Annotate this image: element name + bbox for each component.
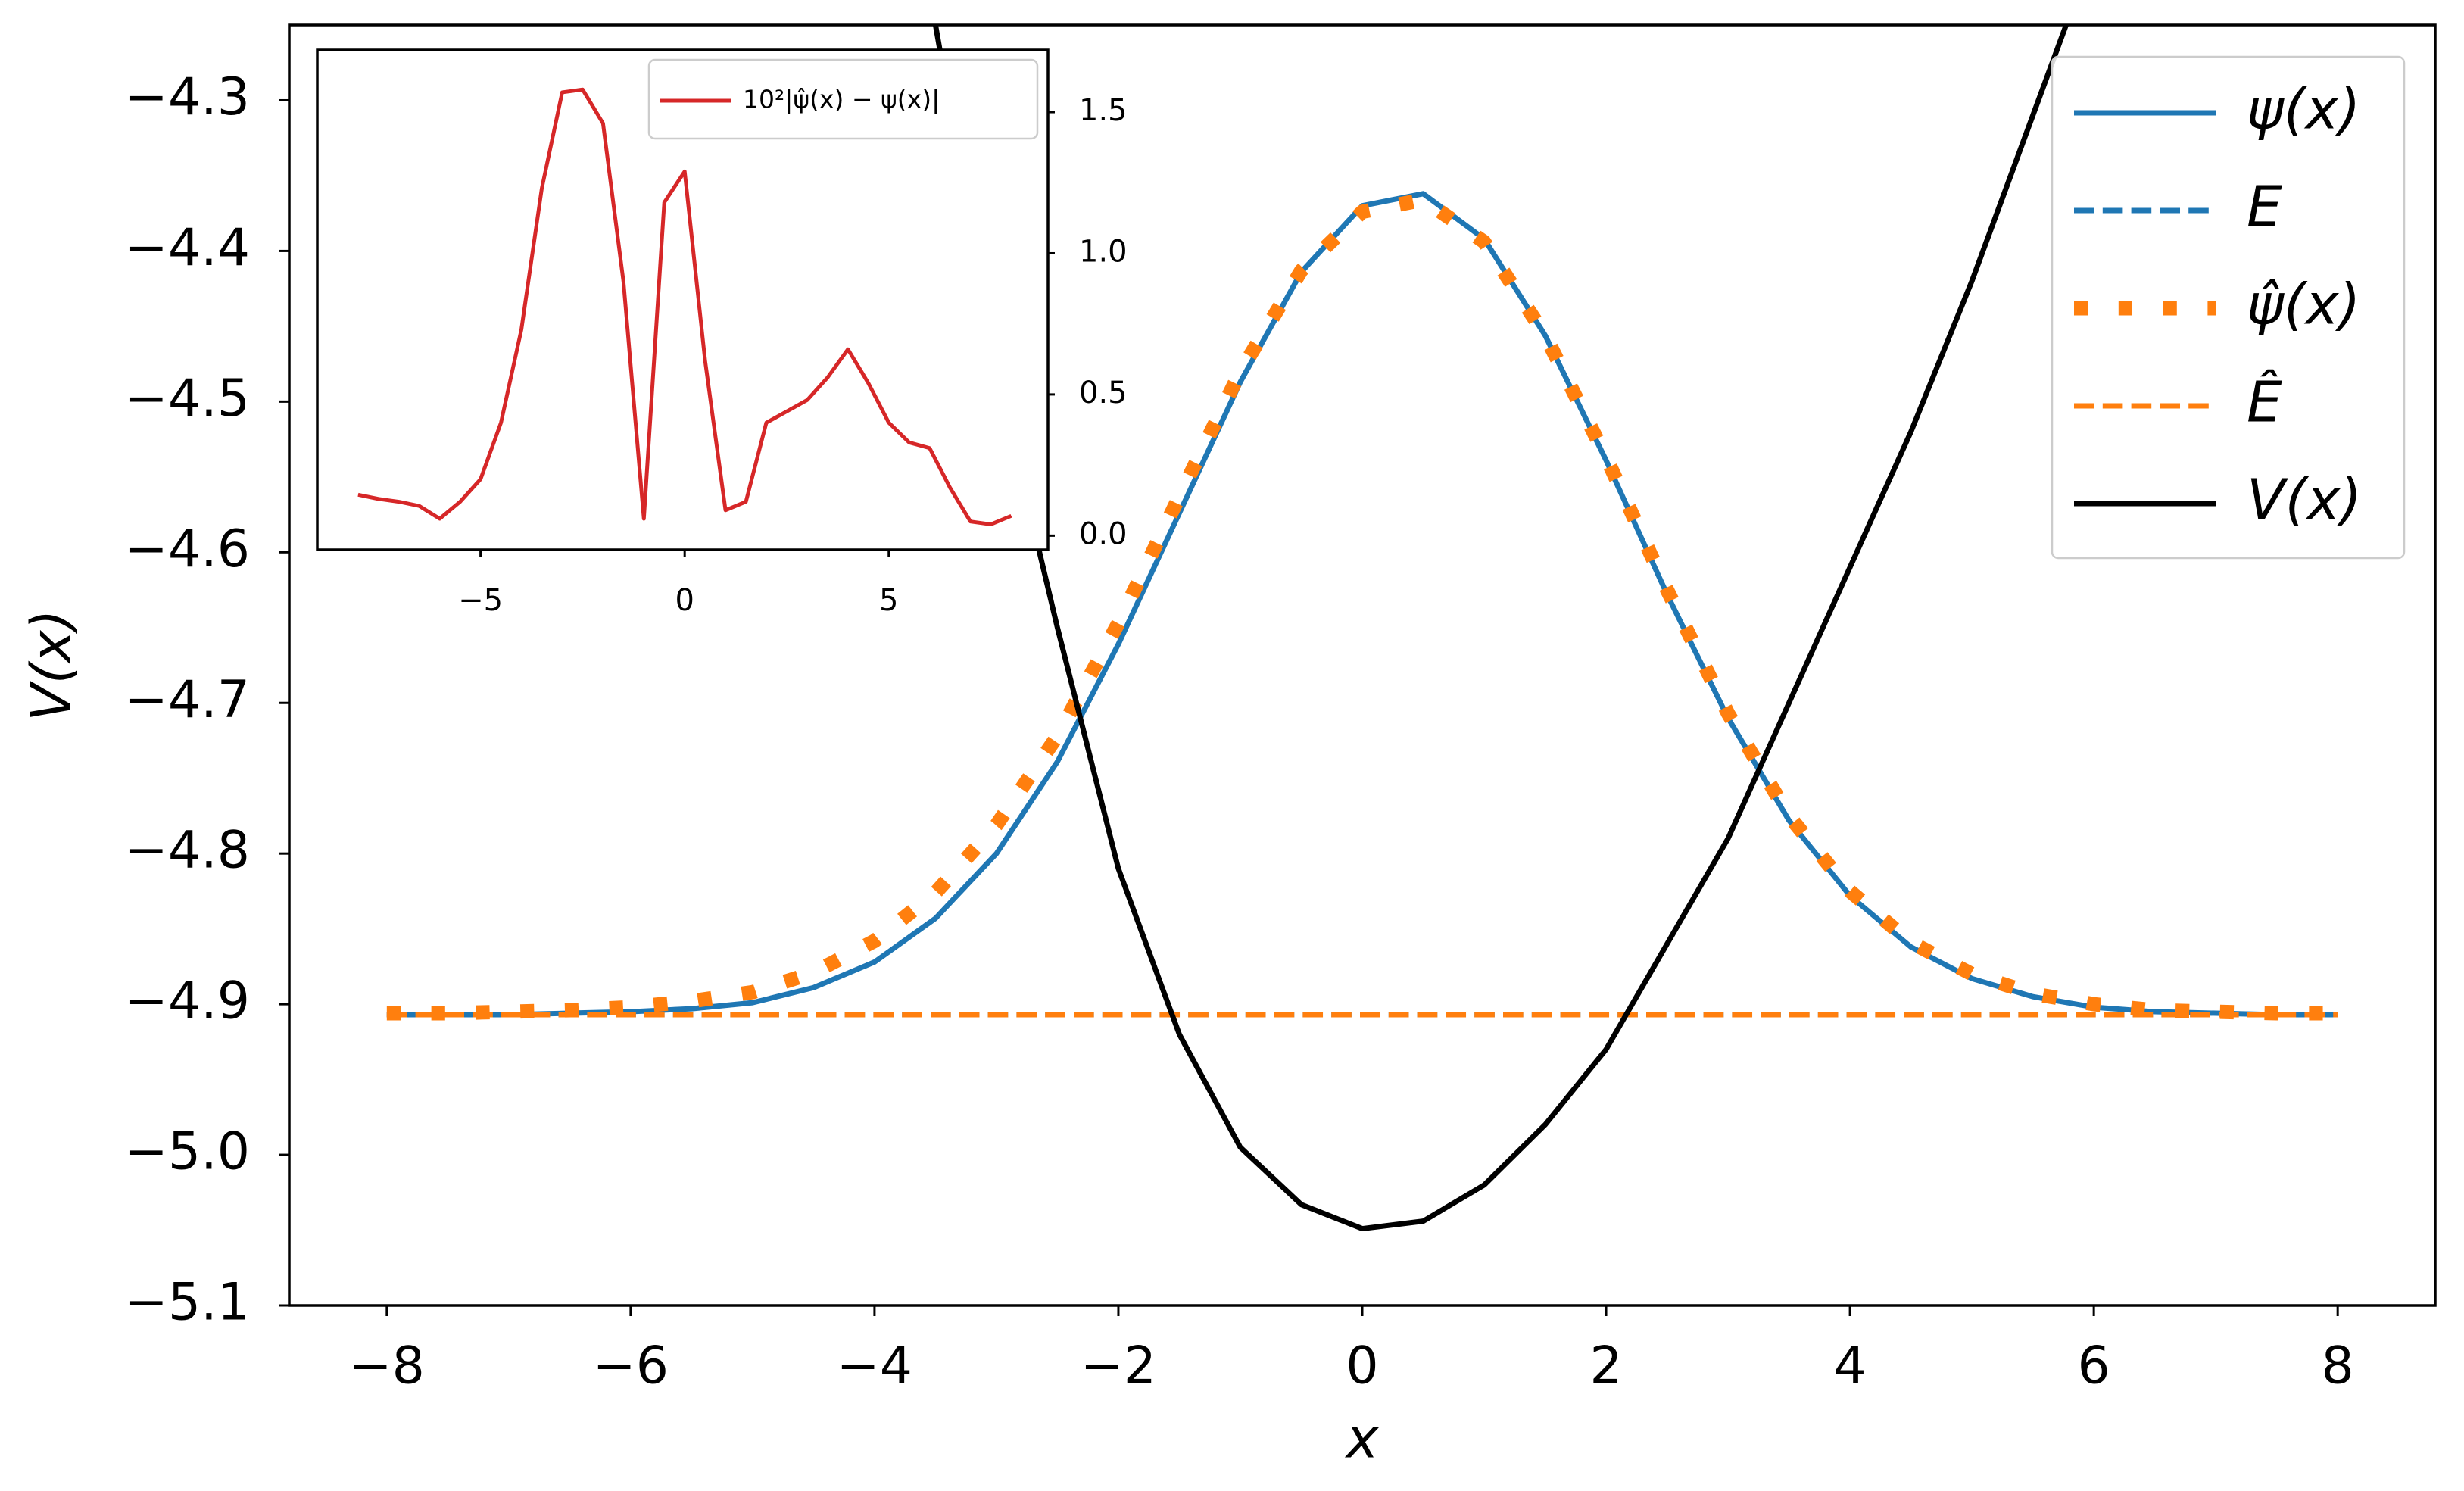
legend-box	[647, 58, 1039, 140]
x-tick-label: −4	[837, 1337, 912, 1396]
x-tick-label: −8	[349, 1337, 425, 1396]
legend-label: 10²|ψ̂(x) − ψ(x)|	[743, 85, 940, 114]
x-tick-label: −5	[458, 583, 503, 618]
y-tick-label: −4.9	[125, 972, 250, 1031]
x-tick-label: 5	[879, 583, 898, 618]
y-tick-label: −4.8	[125, 821, 250, 881]
legend-label: Ê	[2247, 369, 2282, 435]
x-tick-label: −6	[593, 1337, 669, 1396]
x-tick-label: 4	[1833, 1337, 1866, 1396]
x-tick-label: 8	[2322, 1337, 2354, 1396]
x-tick-label: 6	[2078, 1337, 2110, 1396]
y-tick-label: −4.7	[125, 670, 250, 730]
y-tick-label: −4.4	[125, 218, 250, 278]
series-line	[932, 25, 2069, 1232]
axes-frame	[316, 48, 1050, 551]
y-tick-label: 1.0	[1079, 234, 1128, 269]
y-axis-label: V(x)	[20, 609, 83, 721]
y-tick-label: 0.5	[1079, 376, 1128, 410]
x-tick-label: 0	[675, 583, 694, 618]
legend-label: E	[2247, 175, 2282, 240]
y-tick-label: 1.5	[1079, 93, 1128, 128]
series-group	[386, 25, 2338, 1232]
y-tick-label: −5.0	[125, 1122, 250, 1182]
series-line	[386, 192, 2338, 1021]
y-tick-label: 0.0	[1079, 516, 1128, 551]
legend-label: ψ(x)	[2247, 77, 2360, 142]
series-line	[357, 87, 1012, 526]
x-axis-label: x	[1345, 1407, 1380, 1471]
legend: 10²|ψ̂(x) − ψ(x)|	[647, 58, 1039, 140]
y-tick-label: −5.1	[125, 1273, 250, 1333]
y-tick-label: −4.3	[125, 67, 250, 127]
x-tick-label: 0	[1346, 1337, 1378, 1396]
x-tick-label: −2	[1081, 1337, 1156, 1396]
x-tick-label: 2	[1589, 1337, 1622, 1396]
y-tick-label: −4.5	[125, 369, 250, 429]
legend-box	[2051, 55, 2406, 560]
legend-label: V(x)	[2247, 468, 2362, 533]
series-group	[357, 87, 1012, 526]
legend-label: ψ̂(x)	[2247, 273, 2360, 338]
y-tick-label: −4.6	[125, 519, 250, 579]
legend: ψ(x) Eψ̂(x) Ê V(x)	[2051, 55, 2406, 560]
axes: −5 0 5 0.0 0.5 1.0 1.5 10²|ψ̂(x) − ψ(x)|	[316, 48, 1128, 618]
